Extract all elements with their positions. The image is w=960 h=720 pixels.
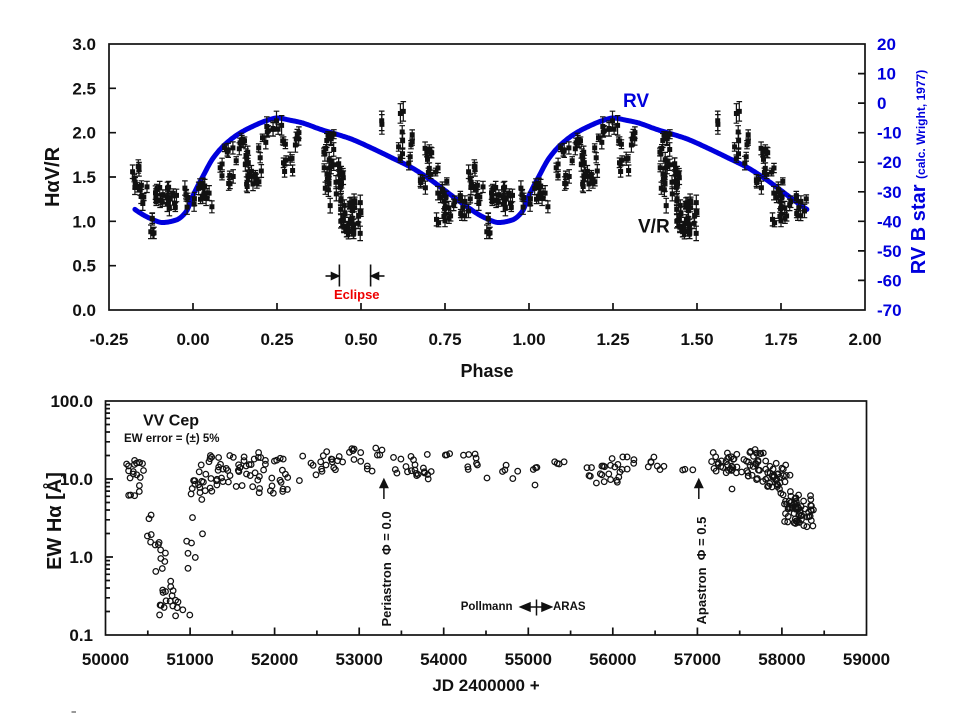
svg-text:0.1: 0.1 bbox=[69, 626, 93, 645]
svg-text:EW error = (±) 5%: EW error = (±) 5% bbox=[124, 433, 219, 445]
svg-text:VV Cep: VV Cep bbox=[143, 413, 199, 430]
svg-text:-10: -10 bbox=[877, 124, 902, 143]
svg-text:-20: -20 bbox=[877, 153, 902, 172]
svg-text:51000: 51000 bbox=[166, 650, 213, 669]
svg-text:-70: -70 bbox=[877, 301, 902, 320]
svg-text:1.50: 1.50 bbox=[680, 330, 713, 349]
svg-text:-50: -50 bbox=[877, 242, 902, 261]
svg-text:0: 0 bbox=[877, 94, 886, 113]
svg-text:20: 20 bbox=[877, 35, 896, 54]
svg-text:Apastron Φ = 0.5: Apastron Φ = 0.5 bbox=[694, 517, 709, 625]
svg-text:0.25: 0.25 bbox=[260, 330, 293, 349]
svg-text:0.00: 0.00 bbox=[176, 330, 209, 349]
svg-text:0.5: 0.5 bbox=[72, 257, 96, 276]
svg-text:2.0: 2.0 bbox=[72, 124, 96, 143]
svg-text:HαV/R: HαV/R bbox=[42, 146, 64, 207]
svg-text:3.0: 3.0 bbox=[72, 35, 96, 54]
svg-text:54000: 54000 bbox=[420, 650, 467, 669]
svg-text:1.5: 1.5 bbox=[72, 168, 96, 187]
svg-text:-30: -30 bbox=[877, 183, 902, 202]
svg-text:58000: 58000 bbox=[758, 650, 805, 669]
svg-text:59000: 59000 bbox=[843, 650, 890, 669]
svg-text:RV B star (calc. Wright, 1977): RV B star (calc. Wright, 1977) bbox=[908, 70, 930, 274]
svg-text:1.0: 1.0 bbox=[72, 212, 96, 231]
svg-text:10.0: 10.0 bbox=[60, 470, 93, 489]
svg-text:0.0: 0.0 bbox=[72, 301, 96, 320]
svg-text:1.25: 1.25 bbox=[596, 330, 629, 349]
svg-text:1.0: 1.0 bbox=[69, 548, 93, 567]
svg-text:57000: 57000 bbox=[674, 650, 721, 669]
svg-text:Eclipse: Eclipse bbox=[334, 287, 380, 302]
svg-text:Pollmann: Pollmann bbox=[461, 601, 513, 613]
svg-text:RV: RV bbox=[623, 91, 649, 112]
svg-text:-60: -60 bbox=[877, 271, 902, 290]
svg-text:2.00: 2.00 bbox=[848, 330, 881, 349]
svg-text:Periastron Φ = 0.0: Periastron Φ = 0.0 bbox=[379, 511, 394, 626]
svg-text:100.0: 100.0 bbox=[50, 392, 93, 411]
svg-text:1.75: 1.75 bbox=[764, 330, 797, 349]
svg-text:56000: 56000 bbox=[589, 650, 636, 669]
svg-text:50000: 50000 bbox=[82, 650, 129, 669]
svg-text:EW Hα [Å]: EW Hα [Å] bbox=[42, 472, 66, 570]
svg-text:-0.25: -0.25 bbox=[90, 330, 129, 349]
svg-text:0.50: 0.50 bbox=[344, 330, 377, 349]
svg-text:53000: 53000 bbox=[336, 650, 383, 669]
svg-text:JD 2400000 +: JD 2400000 + bbox=[432, 676, 539, 695]
svg-text:10: 10 bbox=[877, 65, 896, 84]
svg-text:Phase: Phase bbox=[460, 361, 513, 381]
svg-text:V/R: V/R bbox=[638, 217, 670, 238]
svg-text:0.75: 0.75 bbox=[428, 330, 461, 349]
svg-text:52000: 52000 bbox=[251, 650, 298, 669]
svg-text:2.5: 2.5 bbox=[72, 79, 96, 98]
svg-text:ARAS: ARAS bbox=[553, 601, 586, 613]
svg-text:-40: -40 bbox=[877, 212, 902, 231]
svg-text:55000: 55000 bbox=[505, 650, 552, 669]
svg-text:1.00: 1.00 bbox=[512, 330, 545, 349]
